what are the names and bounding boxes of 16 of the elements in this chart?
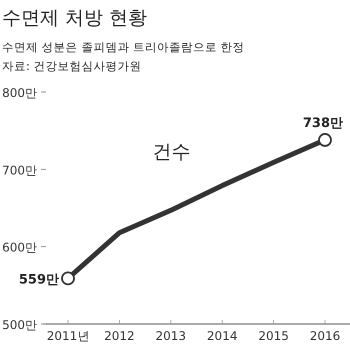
x-tick-label: 2016 bbox=[310, 329, 340, 343]
x-tick-label: 2011년 bbox=[46, 329, 90, 343]
chart-subtitle: 수면제 성분은 졸피뎀과 트리아졸람으로 한정 bbox=[2, 40, 245, 54]
text: 자료: 건강보험심사평가원 bbox=[2, 59, 142, 73]
series-label: 건수 bbox=[152, 140, 190, 163]
data-label: 738만 bbox=[302, 116, 343, 131]
y-tick-label: 500만 bbox=[2, 318, 37, 332]
y-tick-label: 600만 bbox=[2, 240, 37, 255]
y-tick-label: 800만 bbox=[2, 86, 37, 100]
x-tick-label: 2013 bbox=[156, 329, 186, 343]
y-tick-label: 700만 bbox=[2, 163, 37, 178]
x-tick-label: 2014 bbox=[206, 329, 238, 343]
x-tick-label: 2012 bbox=[104, 329, 135, 343]
x-tick-label: 2015 bbox=[258, 329, 289, 343]
chart-title: 수면제 처방 현황 bbox=[2, 7, 148, 29]
data-label: 559만 bbox=[18, 272, 59, 288]
